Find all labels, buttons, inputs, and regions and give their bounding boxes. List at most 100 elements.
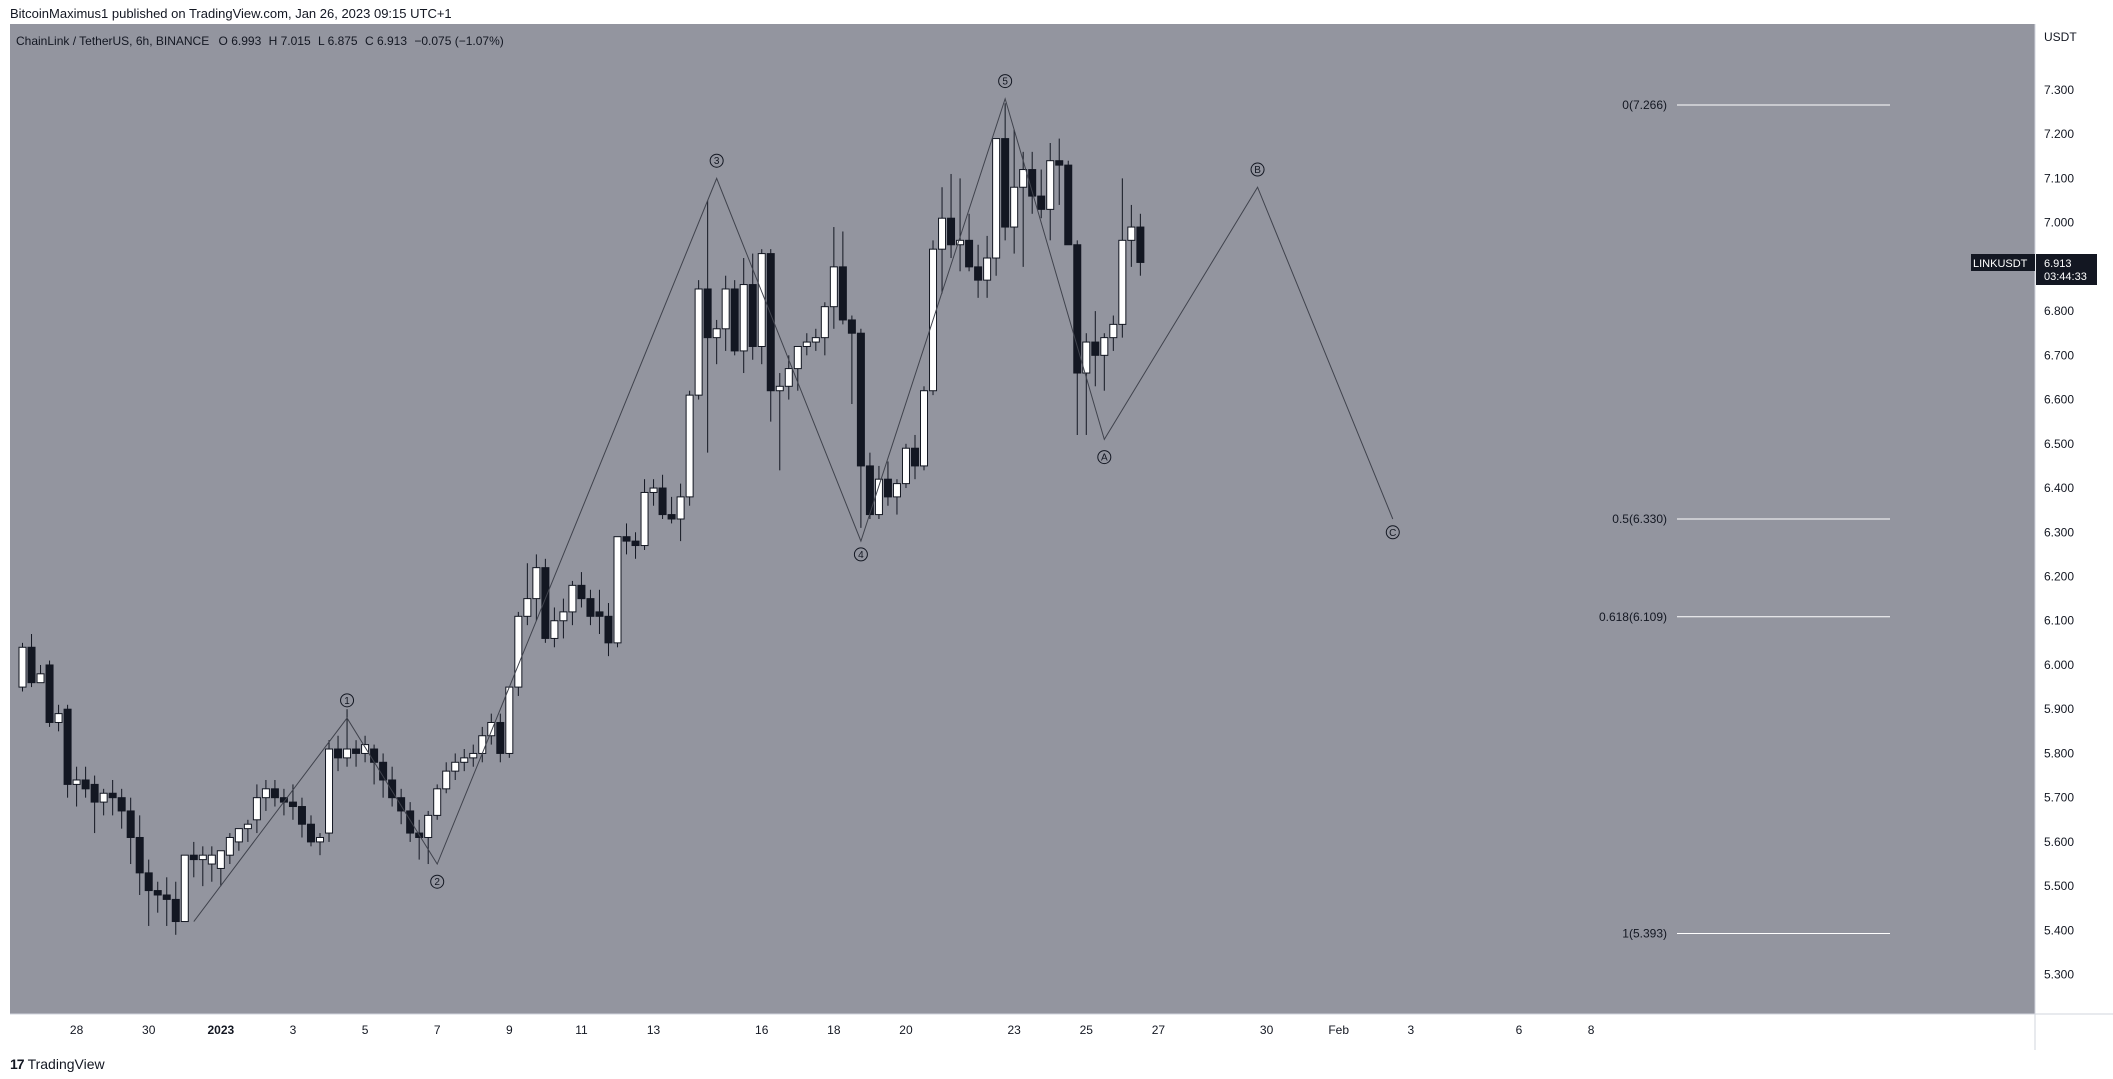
time-tick-label: Feb (1328, 1023, 1349, 1037)
price-tick-label: 6.800 (2044, 304, 2074, 318)
candle-body (496, 721, 505, 754)
tradingview-logo-text: TradingView (27, 1056, 105, 1072)
candle-body (856, 332, 865, 467)
candle-body (325, 748, 334, 834)
candle-body (478, 735, 487, 754)
price-tick-label: 6.700 (2044, 348, 2074, 362)
candle-body (910, 447, 919, 467)
candle-body (757, 253, 766, 347)
candle-body (343, 748, 352, 759)
elliott-wave[interactable]: 1 2 3 4 5 A B C (193, 74, 1400, 922)
candle-body (730, 288, 739, 352)
candle-body (577, 584, 586, 600)
candle-body (784, 368, 793, 387)
candle-body (685, 394, 694, 498)
candle-body (829, 266, 838, 308)
price-tick-label: 5.600 (2044, 835, 2074, 849)
candle-body (514, 615, 523, 688)
footer: 17 TradingView (0, 1050, 2113, 1079)
wave-label-circle (853, 547, 868, 562)
price-tick-label: 5.800 (2044, 746, 2074, 760)
candle-body (901, 447, 910, 485)
candle-body (956, 239, 965, 246)
time-tick-label: 5 (362, 1023, 369, 1037)
chart[interactable]: USDT 7.3007.2007.1007.0006.9006.8006.700… (0, 24, 2113, 1050)
wave-path-line (193, 97, 1394, 922)
candle-body (676, 496, 685, 520)
candle-body (523, 598, 532, 617)
candle-body (766, 253, 775, 392)
candle-body (1100, 337, 1109, 356)
price-tick-label: 5.400 (2044, 923, 2074, 937)
candle-body (45, 664, 54, 723)
legend-high-value: 7.015 (281, 34, 311, 48)
candle-body (1055, 160, 1064, 166)
candle-body (225, 836, 234, 856)
price-tick-label: 6.600 (2044, 393, 2074, 407)
fib-level-label: 0(7.266) (1622, 98, 1667, 112)
candle-body (613, 536, 622, 644)
candle-body (334, 748, 343, 759)
candle-body (1118, 239, 1127, 325)
candle-body (90, 783, 99, 803)
price-tick-label: 5.900 (2044, 702, 2074, 716)
time-tick-label: 23 (1007, 1023, 1021, 1037)
candle-body (965, 239, 974, 268)
price-axis[interactable] (2035, 24, 2113, 1050)
candle-body (252, 797, 261, 821)
price-badge-value: 6.913 (2044, 258, 2072, 270)
candle-body (406, 810, 415, 834)
candle-body (99, 792, 108, 803)
time-tick-label: 3 (290, 1023, 297, 1037)
candle-body (712, 328, 721, 339)
candle-body (550, 620, 559, 639)
fib-retracement[interactable]: 0(7.266) 0.5(6.330) 0.618(6.109) 1(5.393) (1599, 98, 1890, 941)
candle-body (397, 797, 406, 812)
candle-body (667, 514, 676, 520)
candle-body (243, 823, 252, 830)
publish-info: BitcoinMaximus1 published on TradingView… (10, 6, 452, 21)
price-tick-label: 7.200 (2044, 127, 2074, 141)
candle-body (117, 797, 126, 812)
candle-body (694, 288, 703, 396)
wave-label-text: C (1389, 528, 1396, 539)
candle-body (1136, 226, 1145, 263)
time-tick-label: 18 (827, 1023, 841, 1037)
price-tick-label: 6.500 (2044, 437, 2074, 451)
price-tick-label: 5.300 (2044, 968, 2074, 982)
time-tick-label: 16 (755, 1023, 769, 1037)
candle-body (270, 788, 279, 799)
symbol-badge-text: LINKUSDT (1973, 258, 2028, 270)
price-tick-label: 6.300 (2044, 525, 2074, 539)
time-tick-label: 7 (434, 1023, 441, 1037)
wave-label-circle (998, 74, 1013, 89)
candle-body (469, 752, 478, 759)
legend-low-label: L (318, 34, 325, 48)
publish-header: BitcoinMaximus1 published on TradingView… (0, 0, 2113, 24)
candle-body (775, 385, 784, 392)
wave-label-circle (709, 153, 724, 168)
candle-body (487, 721, 496, 737)
wave-label-text: 3 (714, 156, 720, 167)
legend-open-value: 6.993 (231, 34, 261, 48)
candle-body (938, 217, 947, 250)
candle-body (451, 761, 460, 772)
candle-body (1064, 164, 1073, 246)
wave-label-text: 5 (1002, 77, 1008, 88)
wave-label-text: A (1101, 453, 1108, 464)
candle-body (370, 748, 379, 763)
price-badge (2036, 254, 2097, 285)
candle-body (18, 646, 27, 688)
candle-body (198, 854, 207, 861)
candle-body (811, 337, 820, 343)
candle-body (216, 850, 225, 869)
candle-body (297, 806, 306, 825)
price-tick-label: 7.100 (2044, 171, 2074, 185)
price-tick-label: 7.000 (2044, 216, 2074, 230)
candle-body (838, 266, 847, 321)
time-axis[interactable] (10, 1014, 2035, 1050)
tradingview-logo[interactable]: 17 TradingView (10, 1056, 105, 1072)
candle-body (820, 306, 829, 339)
price-badge-countdown: 03:44:33 (2044, 271, 2087, 283)
candle-body (622, 536, 631, 542)
